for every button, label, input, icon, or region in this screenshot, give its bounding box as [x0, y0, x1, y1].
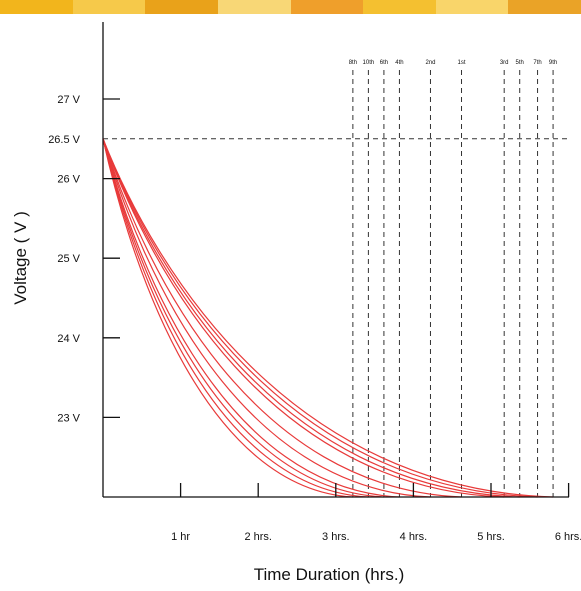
y-ticks: 23 V 24 V 25 V 26 V 26.5 V 27 V — [48, 94, 120, 424]
run-label: 2nd — [425, 60, 435, 66]
banner-stripe — [290, 0, 364, 14]
run-label: 1st — [458, 60, 466, 66]
y-tick-label: 26.5 V — [48, 134, 80, 146]
x-ticks: 1 hr 2 hrs. 3 hrs. 4 hrs. 5 hrs. 6 hrs. — [171, 483, 581, 543]
x-tick-label: 2 hrs. — [244, 531, 272, 543]
discharge-curve — [102, 138, 554, 498]
discharge-curve — [102, 138, 462, 498]
x-tick-label: 6 hrs. — [555, 531, 581, 543]
run-label: 4th — [395, 60, 403, 66]
banner-stripe — [0, 0, 73, 14]
banner-stripe — [72, 0, 146, 14]
x-axis-label: Time Duration (hrs.) — [254, 565, 405, 584]
axes — [102, 22, 569, 498]
discharge-curves — [102, 138, 554, 498]
y-tick-label: 23 V — [57, 412, 80, 424]
y-tick-label: 24 V — [57, 333, 80, 345]
run-label: 9th — [549, 60, 557, 66]
run-label: 6th — [380, 60, 388, 66]
discharge-curve — [102, 138, 369, 498]
y-tick-label: 27 V — [57, 94, 80, 106]
y-axis-label: Voltage ( V ) — [11, 211, 30, 305]
discharge-curve — [102, 138, 505, 498]
banner-stripe — [217, 0, 291, 14]
run-label: 5th — [516, 60, 524, 66]
run-label: 8th — [349, 60, 357, 66]
x-tick-label: 3 hrs. — [322, 531, 350, 543]
banner-stripe — [435, 0, 509, 14]
x-tick-label: 1 hr — [171, 531, 190, 543]
discharge-curve — [102, 138, 384, 498]
top-banner — [0, 0, 581, 14]
x-tick-label: 5 hrs. — [477, 531, 505, 543]
banner-stripe — [363, 0, 436, 14]
discharge-curve — [102, 138, 400, 498]
banner-stripe — [508, 0, 581, 14]
y-tick-label: 26 V — [57, 174, 80, 186]
run-label: 3rd — [500, 60, 509, 66]
discharge-curve — [102, 138, 353, 498]
run-labels: 8th 10th 6th 4th 2nd 1st 3rd 5th 7th 9th — [349, 60, 558, 66]
end-time-markers — [352, 70, 554, 497]
run-label: 7th — [533, 60, 541, 66]
discharge-curve — [102, 138, 431, 498]
discharge-curve — [102, 138, 520, 498]
banner-stripe — [145, 0, 218, 14]
run-label: 10th — [363, 60, 375, 66]
discharge-curve — [102, 138, 538, 498]
x-tick-label: 4 hrs. — [400, 531, 428, 543]
y-tick-label: 25 V — [57, 253, 80, 265]
